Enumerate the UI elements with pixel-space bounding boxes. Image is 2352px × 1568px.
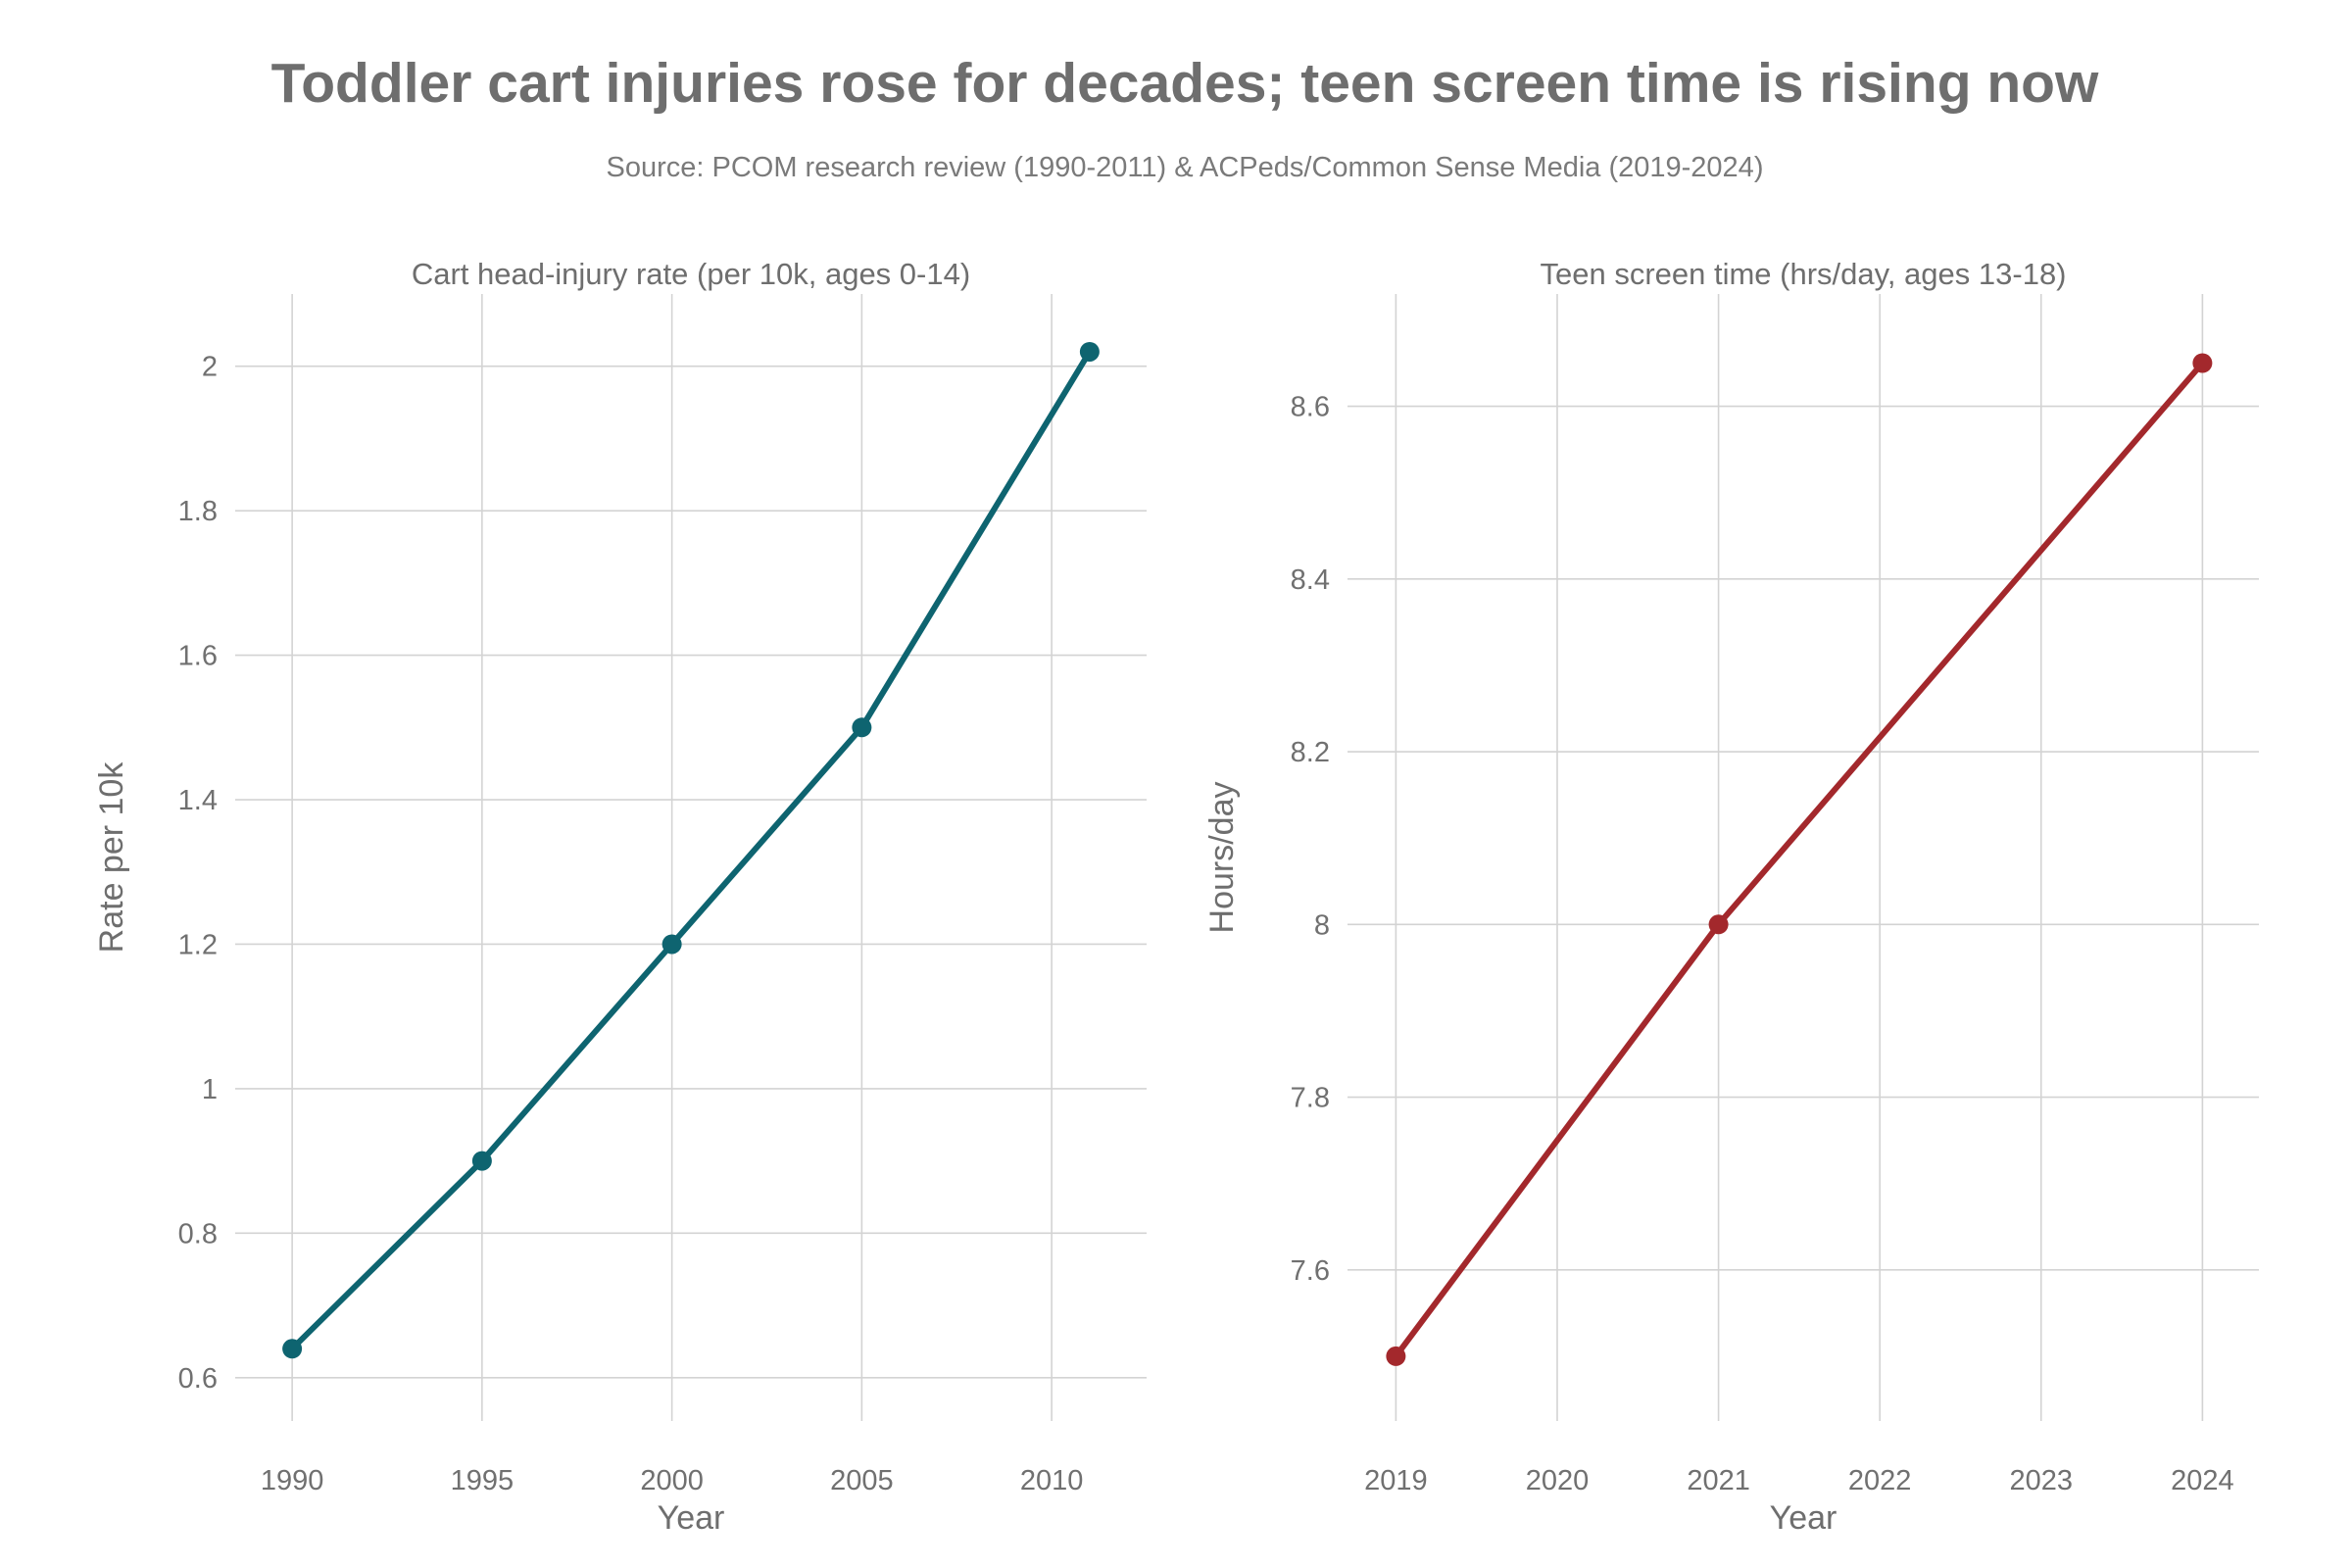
y-tick-label: 8.6	[1291, 392, 1330, 423]
data-point	[471, 1151, 492, 1171]
y-tick-label: 1.8	[178, 496, 218, 527]
data-point	[662, 934, 682, 955]
data-point	[1079, 341, 1100, 362]
y-axis-title: Hours/day	[1203, 782, 1241, 934]
chart-title: Toddler cart injuries rose for decades; …	[271, 52, 2099, 115]
y-tick-label: 8	[1314, 909, 1330, 941]
y-tick-label: 1	[202, 1074, 218, 1105]
y-tick-label: 8.4	[1291, 564, 1330, 596]
x-tick-label: 2020	[1526, 1465, 1590, 1496]
panel-title: Teen screen time (hrs/day, ages 13-18)	[1540, 257, 2066, 291]
data-point	[1386, 1346, 1406, 1366]
x-tick-label: 2019	[1364, 1465, 1428, 1496]
x-tick-label: 2005	[830, 1465, 894, 1496]
y-axis-title: Rate per 10k	[93, 761, 130, 954]
y-tick-label: 0.8	[178, 1218, 218, 1250]
data-point	[282, 1339, 303, 1359]
y-tick-label: 7.6	[1291, 1255, 1330, 1287]
x-tick-label: 1995	[451, 1465, 514, 1496]
x-axis-title: Year	[658, 1499, 725, 1537]
x-tick-label: 2010	[1020, 1465, 1084, 1496]
data-point	[2192, 353, 2213, 373]
chart-subtitle: Source: PCOM research review (1990-2011)…	[607, 152, 1764, 183]
x-tick-label: 2021	[1687, 1465, 1750, 1496]
data-point	[1708, 914, 1729, 935]
y-tick-label: 7.8	[1291, 1083, 1330, 1114]
x-tick-label: 2024	[2171, 1465, 2234, 1496]
panel-title: Cart head-injury rate (per 10k, ages 0-1…	[412, 257, 970, 291]
y-tick-label: 1.6	[178, 641, 218, 672]
x-tick-label: 2022	[1848, 1465, 1912, 1496]
x-axis-title: Year	[1770, 1499, 1838, 1537]
y-tick-label: 1.4	[178, 785, 218, 816]
left-panel-injury-rate: Cart head-injury rate (per 10k, ages 0-1…	[93, 257, 1147, 1537]
y-tick-label: 2	[202, 352, 218, 383]
y-tick-label: 1.2	[178, 929, 218, 960]
x-tick-label: 1990	[261, 1465, 324, 1496]
data-point	[852, 717, 872, 738]
y-tick-label: 0.6	[178, 1363, 218, 1395]
x-tick-label: 2023	[2010, 1465, 2074, 1496]
y-tick-label: 8.2	[1291, 737, 1330, 768]
x-tick-label: 2000	[640, 1465, 704, 1496]
right-panel-screen-time: Teen screen time (hrs/day, ages 13-18) 20…	[1203, 257, 2259, 1537]
